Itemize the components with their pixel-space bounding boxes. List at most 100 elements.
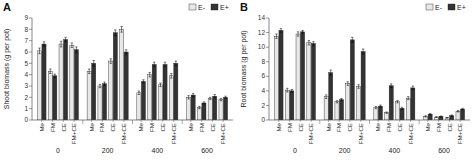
error-cap	[330, 70, 332, 71]
error-stem	[89, 69, 90, 74]
y-tick-label: 2	[261, 102, 265, 109]
error-bar	[43, 42, 45, 47]
bar	[64, 40, 68, 120]
error-cap	[192, 96, 194, 97]
bar	[113, 33, 117, 120]
error-stem	[358, 85, 359, 89]
bar	[301, 32, 305, 120]
error-cap	[385, 113, 387, 114]
error-stem	[397, 101, 398, 103]
error-cap	[461, 108, 463, 109]
bar	[92, 63, 96, 120]
y-axis-label: Shoot biomass (g per pot)	[3, 29, 11, 110]
bars	[274, 29, 464, 120]
error-cap	[142, 79, 144, 80]
error-cap	[446, 118, 448, 119]
bar	[59, 44, 63, 120]
bar	[163, 64, 167, 120]
bar	[197, 108, 201, 120]
error-cap	[424, 116, 426, 117]
error-stem	[39, 48, 40, 54]
error-bar	[38, 48, 40, 54]
error-cap	[125, 54, 127, 55]
legend-swatch	[189, 4, 196, 10]
bar	[357, 86, 361, 120]
legend-swatch	[426, 4, 433, 10]
error-bar	[192, 93, 194, 96]
x-tick-label: CE	[109, 123, 116, 132]
bar	[279, 30, 283, 120]
error-stem	[110, 59, 111, 64]
x-tick-label: FM+CE	[357, 123, 364, 144]
error-cap	[224, 96, 226, 97]
error-stem	[313, 42, 314, 46]
error-cap	[220, 100, 222, 101]
error-bar	[375, 107, 377, 109]
y-tick	[29, 120, 32, 121]
error-bar	[390, 84, 392, 88]
y-tick-label: 9	[24, 14, 28, 21]
error-cap	[60, 46, 62, 47]
y-tick-label: 1	[24, 105, 28, 112]
panel-title: B	[240, 1, 248, 13]
error-stem	[160, 83, 161, 86]
bar	[339, 100, 343, 120]
legend-label: E+	[457, 4, 466, 11]
error-stem	[412, 86, 413, 90]
error-stem	[425, 116, 426, 117]
y-tick	[29, 40, 32, 41]
bar	[109, 61, 113, 120]
error-bar	[336, 101, 338, 103]
error-cap	[297, 36, 299, 37]
bar	[335, 102, 339, 120]
x-tick	[91, 120, 92, 122]
group-label: 400	[152, 147, 164, 154]
x-tick-label: FM	[286, 123, 293, 132]
legend: E- E+	[426, 4, 466, 11]
y-tick	[266, 76, 269, 77]
error-cap	[451, 116, 453, 117]
error-stem	[451, 115, 452, 116]
legend-label: E-	[198, 4, 206, 11]
error-bar	[286, 88, 288, 92]
error-cap	[351, 42, 353, 43]
error-cap	[170, 78, 172, 79]
error-cap	[125, 49, 127, 50]
error-cap	[357, 84, 359, 85]
error-cap	[336, 100, 338, 101]
error-cap	[286, 88, 288, 89]
bar	[137, 93, 141, 120]
error-cap	[280, 28, 282, 29]
error-stem	[193, 93, 194, 96]
bar	[307, 43, 311, 120]
error-cap	[312, 41, 314, 42]
error-cap	[209, 99, 211, 100]
error-cap	[93, 66, 95, 67]
y-tick-label: 7	[24, 37, 28, 44]
legend-label: E-	[435, 4, 443, 11]
y-tick	[29, 29, 32, 30]
error-cap	[362, 48, 364, 49]
x-tick-label: FM+CE	[307, 123, 314, 144]
bar	[174, 63, 178, 120]
error-cap	[187, 95, 189, 96]
error-bar	[93, 61, 95, 67]
group-separator	[132, 120, 133, 124]
x-tick-label: FM	[385, 123, 392, 132]
error-bar	[88, 69, 90, 74]
x-tick	[427, 120, 428, 122]
error-cap	[401, 109, 403, 110]
bar	[219, 100, 223, 120]
y-tick	[266, 105, 269, 106]
error-stem	[440, 115, 441, 117]
error-cap	[164, 66, 166, 67]
error-stem	[462, 108, 463, 109]
bar	[411, 88, 415, 120]
error-stem	[352, 37, 353, 42]
error-cap	[103, 82, 105, 83]
error-cap	[435, 116, 437, 117]
error-bar	[351, 37, 353, 42]
bar	[456, 111, 460, 120]
x-tick-label: FM+CE	[170, 123, 177, 144]
error-stem	[330, 70, 331, 75]
